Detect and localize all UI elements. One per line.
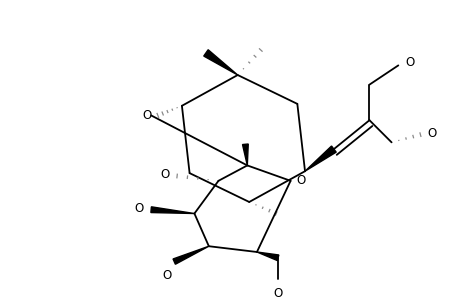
Text: O: O <box>141 109 151 122</box>
Text: O: O <box>160 168 169 181</box>
Text: O: O <box>404 56 414 69</box>
Polygon shape <box>203 50 237 75</box>
Text: O: O <box>134 202 143 215</box>
Text: O: O <box>162 269 172 282</box>
Polygon shape <box>257 252 278 260</box>
Text: O: O <box>296 174 305 187</box>
Text: O: O <box>426 127 436 140</box>
Text: O: O <box>273 286 282 300</box>
Polygon shape <box>242 144 248 165</box>
Polygon shape <box>173 246 208 264</box>
Polygon shape <box>304 146 336 171</box>
Polygon shape <box>151 207 194 214</box>
